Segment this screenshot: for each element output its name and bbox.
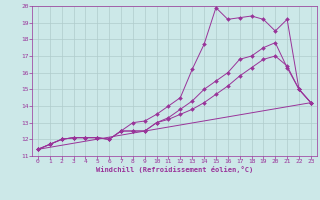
X-axis label: Windchill (Refroidissement éolien,°C): Windchill (Refroidissement éolien,°C) (96, 166, 253, 173)
